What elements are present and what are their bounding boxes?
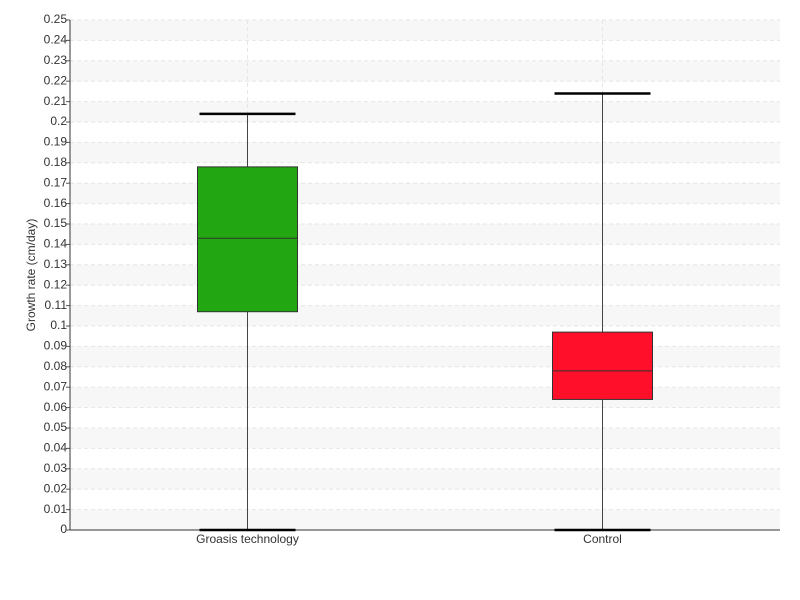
y-tick-label: 0.09 <box>44 339 68 353</box>
grid-band <box>70 60 780 82</box>
y-tick-label: 0.15 <box>44 216 68 230</box>
y-tick-label: 0.02 <box>44 481 68 495</box>
grid-band <box>70 264 780 286</box>
y-tick-label: 0.11 <box>45 298 68 312</box>
x-tick-label: Control <box>583 532 622 546</box>
y-tick-label: 0 <box>60 522 67 536</box>
grid-band <box>70 224 780 245</box>
y-tick-label: 0.01 <box>44 502 68 516</box>
y-tick-label: 0.2 <box>50 114 67 128</box>
y-tick-label: 0.17 <box>44 175 68 189</box>
y-tick-label: 0.13 <box>44 257 68 271</box>
y-tick-label: 0.24 <box>44 33 68 47</box>
y-axis-label: Growth rate (cm/day) <box>24 219 38 332</box>
y-tick-label: 0.06 <box>44 400 68 414</box>
y-tick-label: 0.03 <box>44 461 68 475</box>
box <box>552 331 653 400</box>
box <box>197 166 298 313</box>
y-tick-label: 0.22 <box>44 73 68 87</box>
grid-band <box>70 468 780 490</box>
grid-band <box>70 183 780 204</box>
grid-band <box>70 346 780 367</box>
y-tick-label: 0.08 <box>44 359 68 373</box>
y-tick-label: 0.07 <box>44 379 68 393</box>
y-tick-label: 0.14 <box>44 237 68 251</box>
grid-band <box>70 142 780 163</box>
grid-band <box>70 509 780 530</box>
grid-band <box>70 20 780 41</box>
grid-band <box>70 428 780 449</box>
grid-band <box>70 305 780 326</box>
y-tick-label: 0.23 <box>44 53 68 67</box>
y-tick-label: 0.19 <box>44 135 68 149</box>
y-tick-label: 0.21 <box>44 94 68 108</box>
y-tick-label: 0.05 <box>44 420 68 434</box>
y-tick-label: 0.16 <box>44 196 68 210</box>
y-tick-label: 0.1 <box>50 318 67 332</box>
x-tick-label: Groasis technology <box>196 532 299 546</box>
grid-band <box>70 387 780 408</box>
y-tick-label: 0.12 <box>44 277 68 291</box>
y-tick-label: 0.18 <box>44 155 68 169</box>
grid-band <box>70 101 780 122</box>
y-tick-label: 0.25 <box>44 12 68 26</box>
y-tick-label: 0.04 <box>44 441 68 455</box>
